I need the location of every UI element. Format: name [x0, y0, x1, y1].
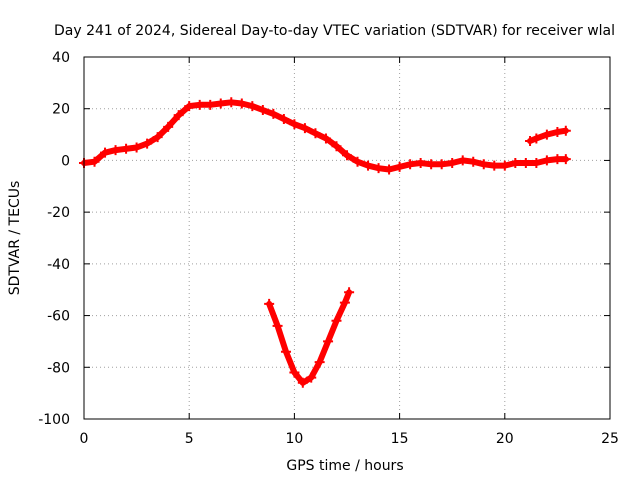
x-tick-label: 20: [496, 431, 514, 447]
data-point: [299, 123, 310, 134]
data-point: [405, 159, 416, 170]
data-point: [297, 377, 308, 388]
chart-title: Day 241 of 2024, Sidereal Day-to-day VTE…: [54, 23, 615, 39]
y-tick-label: -80: [47, 360, 70, 376]
data-point: [320, 133, 331, 144]
data-point: [89, 156, 100, 167]
y-tick-label: -40: [47, 257, 70, 273]
data-point: [131, 142, 142, 153]
data-point: [436, 159, 447, 170]
data-point: [384, 164, 395, 175]
data-point: [110, 145, 121, 156]
data-point: [560, 154, 571, 165]
data-point: [394, 161, 405, 172]
x-tick-label: 15: [391, 431, 409, 447]
data-point: [247, 101, 258, 112]
data-point: [478, 159, 489, 170]
data-point: [344, 287, 355, 298]
data-point: [373, 163, 384, 174]
data-point: [215, 98, 226, 109]
data-point: [342, 150, 352, 161]
data-point: [331, 141, 342, 152]
data-point: [289, 119, 300, 130]
data-point: [457, 155, 468, 166]
data-point: [323, 336, 334, 347]
data-point: [339, 297, 350, 308]
plot-frame: [83, 56, 611, 420]
y-tick-label: 20: [52, 102, 70, 118]
data-point: [163, 121, 174, 132]
x-tick-label: 0: [80, 431, 89, 447]
data-point: [264, 298, 275, 309]
data-point: [541, 129, 552, 140]
grid-lines: [84, 57, 610, 419]
data-point: [184, 101, 195, 112]
data-point: [310, 128, 321, 139]
data-point: [489, 160, 500, 171]
axis-ticks: [83, 56, 611, 420]
y-axis-label: SDTVAR / TECUs: [7, 181, 23, 296]
data-point: [510, 158, 521, 169]
x-axis-label: GPS time / hours: [286, 458, 403, 474]
x-tick-label: 25: [601, 431, 619, 447]
series-line: [266, 289, 353, 386]
data-point: [314, 357, 325, 368]
series-line: [81, 99, 569, 173]
y-tick-labels: 40 20 0 -20 -40 -60 -80 -100: [38, 50, 70, 428]
data-point: [541, 155, 552, 166]
data-point: [447, 158, 458, 169]
data-point: [552, 126, 563, 137]
data-point: [560, 125, 571, 136]
series-sdtvar-main: [79, 97, 571, 175]
y-tick-label: -100: [38, 412, 70, 428]
data-point: [426, 159, 437, 170]
y-tick-label: -20: [47, 205, 70, 221]
data-point: [121, 143, 132, 154]
series-sdtvar-dip-segment: [264, 287, 355, 388]
data-point: [268, 108, 279, 119]
data-point: [289, 367, 300, 378]
data-point: [272, 320, 283, 331]
data-point: [415, 158, 426, 169]
data-point: [468, 156, 479, 167]
y-tick-label: 0: [61, 153, 70, 169]
data-point: [194, 99, 205, 110]
series-sdtvar-upper-segment: [525, 125, 571, 147]
x-tick-labels: 0 5 10 15 20 25: [80, 431, 619, 447]
data-point: [280, 346, 291, 357]
y-tick-label: -60: [47, 309, 70, 325]
data-point: [100, 147, 111, 158]
data-point: [552, 154, 563, 165]
y-tick-label: 40: [52, 50, 70, 66]
x-tick-label: 5: [185, 431, 194, 447]
data-point: [173, 110, 184, 121]
data-point: [142, 138, 153, 149]
x-tick-label: 10: [285, 431, 303, 447]
data-point: [331, 315, 342, 326]
data-point: [499, 160, 510, 171]
data-point: [152, 132, 163, 143]
data-point: [531, 133, 542, 144]
data-point: [257, 105, 268, 116]
data-point: [226, 97, 237, 108]
data-point: [278, 114, 289, 125]
data-point: [306, 372, 317, 383]
data-point: [531, 158, 542, 169]
data-point: [236, 98, 247, 109]
data-point: [520, 158, 531, 169]
data-point: [205, 99, 216, 110]
data-series: [79, 97, 571, 388]
data-point: [352, 156, 363, 167]
data-point: [525, 136, 536, 147]
data-point: [363, 160, 374, 171]
